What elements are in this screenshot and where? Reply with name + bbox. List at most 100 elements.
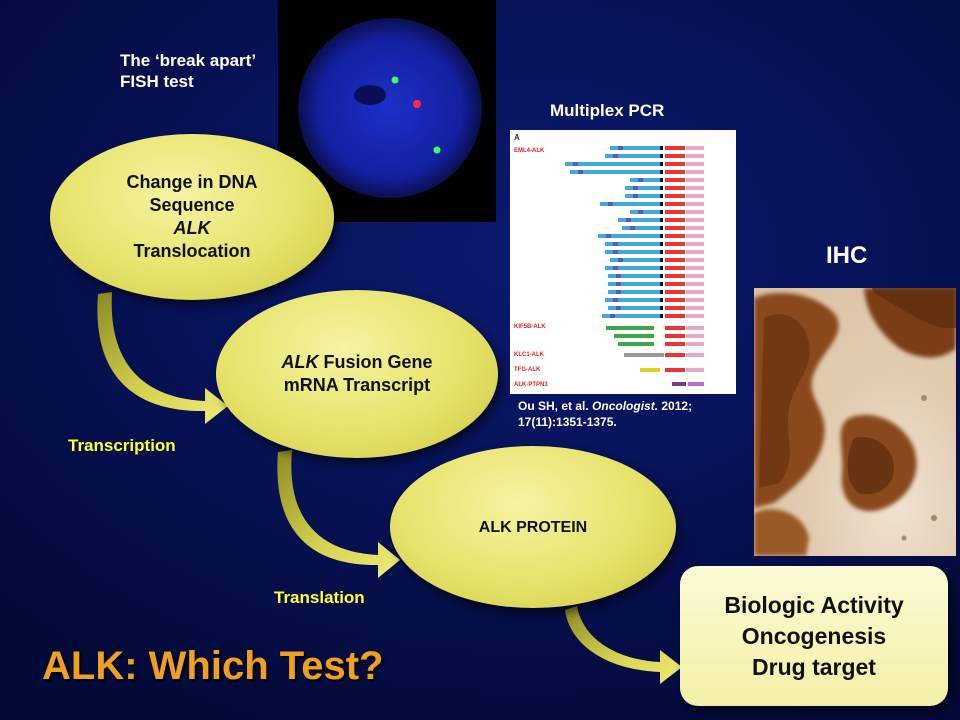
pcr-group-tfg: TFG-ALK bbox=[514, 367, 541, 373]
pcr-bar-segment bbox=[578, 170, 583, 174]
translation-arrow bbox=[277, 450, 400, 578]
pcr-bar-segment bbox=[665, 274, 685, 278]
pcr-bar-segment bbox=[686, 210, 704, 214]
pcr-bar-segment bbox=[630, 178, 660, 182]
mrna-rest: Fusion Gene bbox=[318, 352, 433, 372]
pcr-bar-segment bbox=[616, 282, 621, 286]
pcr-bar-segment bbox=[610, 146, 660, 150]
pcr-bar-segment bbox=[602, 314, 660, 318]
pcr-bar-segment bbox=[686, 326, 704, 330]
pcr-bar-segment bbox=[686, 194, 704, 198]
pcr-bar-segment bbox=[686, 282, 704, 286]
pcr-bar-segment bbox=[660, 210, 663, 214]
fish-caption: The ‘break apart’ FISH test bbox=[120, 50, 256, 92]
pcr-bar-segment bbox=[600, 202, 660, 206]
pcr-figure: A EML4-ALK KIF5B-ALK KLC1-ALK TFG-ALK AL… bbox=[510, 130, 736, 394]
pcr-bar-segment bbox=[665, 258, 685, 262]
pcr-bar-segment bbox=[665, 290, 685, 294]
pcr-group-eml4: EML4-ALK bbox=[514, 148, 545, 154]
pcr-group-kif5b: KIF5B-ALK bbox=[514, 324, 546, 330]
outcome-line3: Drug target bbox=[752, 653, 876, 680]
pcr-bar-segment bbox=[660, 202, 663, 206]
citation-pages: 17(11):1351-1375. bbox=[518, 415, 617, 429]
outcome-arrow bbox=[565, 606, 682, 684]
pcr-bar-segment bbox=[608, 290, 660, 294]
pcr-group-klc1: KLC1-ALK bbox=[514, 352, 545, 358]
pcr-bar-segment bbox=[660, 258, 663, 262]
pcr-bar-segment bbox=[665, 314, 685, 318]
pcr-bar-segment bbox=[665, 298, 685, 302]
pcr-bar-segment bbox=[665, 154, 685, 158]
pcr-bar-segment bbox=[614, 334, 654, 338]
ihc-image bbox=[754, 288, 956, 556]
dna-change-oval: Change in DNA Sequence ALK Translocation bbox=[50, 134, 334, 300]
pcr-bar-segment bbox=[686, 266, 704, 270]
pcr-bar-segment bbox=[660, 186, 663, 190]
pcr-bar-segment bbox=[665, 326, 685, 330]
pcr-bar-segment bbox=[665, 170, 685, 174]
pcr-bar-segment bbox=[630, 226, 635, 230]
pcr-bar-segment bbox=[660, 290, 663, 294]
pcr-bar-segment bbox=[665, 282, 685, 286]
protein-oval: ALK PROTEIN bbox=[390, 446, 676, 608]
fish-caption-line1: The ‘break apart’ bbox=[120, 51, 257, 70]
pcr-bar-segment bbox=[686, 186, 704, 190]
pcr-bar-segment bbox=[686, 258, 704, 262]
pcr-bar-segment bbox=[660, 218, 663, 222]
pcr-bar-segment bbox=[605, 250, 660, 254]
pcr-bar-segment bbox=[665, 368, 685, 372]
pcr-panel-letter: A bbox=[514, 133, 520, 142]
pcr-bar-segment bbox=[638, 178, 643, 182]
pcr-bar-segment bbox=[625, 194, 660, 198]
pcr-transcript-diagram: A EML4-ALK KIF5B-ALK KLC1-ALK TFG-ALK AL… bbox=[514, 133, 704, 388]
fish-cell-graphic bbox=[298, 18, 482, 198]
pcr-bar-segment bbox=[686, 146, 704, 150]
pcr-bar-segment bbox=[665, 218, 685, 222]
pcr-bar-segment bbox=[686, 314, 704, 318]
pcr-bar-segment bbox=[665, 146, 685, 150]
mrna-italic: ALK bbox=[281, 352, 319, 372]
pcr-bar-segment bbox=[608, 274, 660, 278]
pcr-bar-segment bbox=[605, 154, 660, 158]
pcr-bar-segment bbox=[660, 274, 663, 278]
pcr-bar-segment bbox=[665, 202, 685, 206]
pcr-bar-segment bbox=[665, 234, 685, 238]
pcr-bar-segment bbox=[686, 178, 704, 182]
pcr-bar-segment bbox=[686, 290, 704, 294]
green-signal bbox=[433, 146, 441, 154]
pcr-bar-segment bbox=[686, 242, 704, 246]
pcr-bar-segment bbox=[686, 353, 704, 357]
dna-line3: ALK bbox=[173, 218, 211, 238]
pcr-bar-segment bbox=[660, 226, 663, 230]
mrna-oval: ALK Fusion Gene mRNA Transcript bbox=[216, 290, 498, 458]
pcr-group-ptpn3: ALK-PTPN3 bbox=[514, 382, 548, 388]
pcr-bar-segment bbox=[665, 242, 685, 246]
pcr-bar-segment bbox=[686, 162, 704, 166]
ihc-label: IHC bbox=[826, 242, 868, 269]
outcome-line2: Oncogenesis bbox=[741, 622, 887, 649]
red-signal bbox=[413, 100, 421, 108]
pcr-bar-segment bbox=[616, 274, 621, 278]
pcr-bar-segment bbox=[630, 210, 660, 214]
pcr-bar-segment bbox=[686, 342, 704, 346]
pcr-bar-segment bbox=[660, 298, 663, 302]
pcr-bar-segment bbox=[672, 382, 686, 386]
pcr-bar-segment bbox=[660, 146, 663, 150]
pcr-bar-segment bbox=[660, 162, 663, 166]
pcr-bar-segment bbox=[622, 226, 660, 230]
pcr-bar-segment bbox=[660, 242, 663, 246]
pcr-bar-segment bbox=[613, 154, 618, 158]
pcr-bar-segment bbox=[573, 162, 578, 166]
pcr-bar-segment bbox=[688, 382, 704, 386]
pcr-bar-segment bbox=[613, 266, 618, 270]
pcr-bar-segment bbox=[598, 234, 660, 238]
pcr-bar-segment bbox=[660, 154, 663, 158]
pcr-bar-segment bbox=[660, 170, 663, 174]
pcr-bar-segment bbox=[660, 194, 663, 198]
pcr-bar-segment bbox=[613, 250, 618, 254]
citation-year: 2012; bbox=[661, 399, 693, 413]
pcr-bar-segment bbox=[665, 210, 685, 214]
pcr-bar-segment bbox=[608, 306, 660, 310]
outcome-box: Biologic Activity Oncogenesis Drug targe… bbox=[680, 566, 948, 706]
pcr-bar-segment bbox=[686, 234, 704, 238]
